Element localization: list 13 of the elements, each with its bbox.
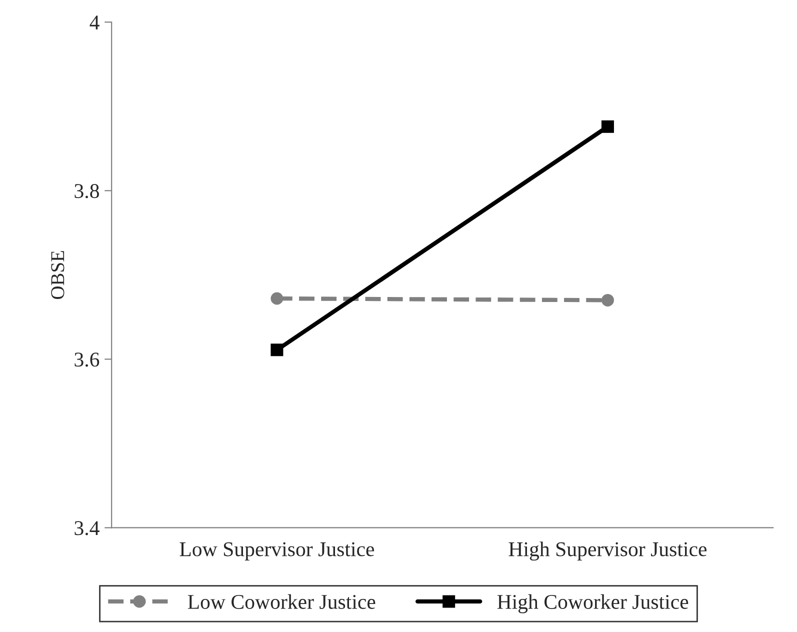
legend-label: High Coworker Justice xyxy=(497,594,688,614)
x-tick-label: Low Supervisor Justice xyxy=(180,542,374,560)
y-tick-label: 3.6 xyxy=(74,352,100,367)
y-tick-label: 3.8 xyxy=(74,184,99,198)
point xyxy=(601,294,614,306)
point xyxy=(270,344,284,356)
legend-label: Low Coworker Justice xyxy=(188,594,376,609)
y-tick-label: 4 xyxy=(90,16,100,30)
point xyxy=(601,120,614,133)
y-axis-title: OBSE xyxy=(51,251,64,299)
y-tick-label: 3.4 xyxy=(74,521,100,536)
point xyxy=(270,292,284,305)
x-tick-label: High Supervisor Justice xyxy=(508,542,707,561)
